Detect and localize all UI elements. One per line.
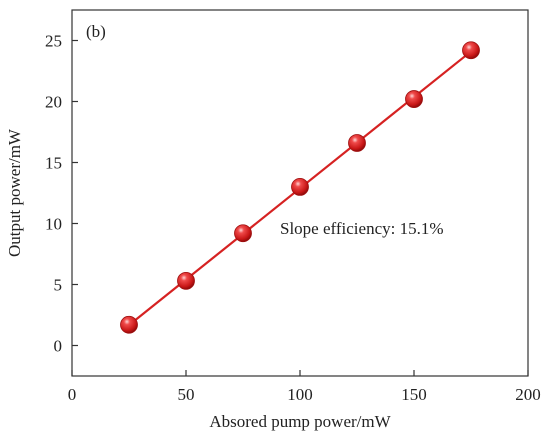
data-point [177,271,195,290]
x-tick-label: 150 [401,385,427,404]
y-tick-label: 25 [45,32,62,51]
data-points [120,41,480,334]
data-point [120,315,138,334]
x-tick-label: 50 [178,385,195,404]
x-axis-ticks: 0 50 100 150 200 [68,370,541,404]
y-tick-label: 5 [54,276,63,295]
y-tick-label: 20 [45,93,62,112]
y-axis-ticks: 0 5 10 15 20 25 [45,32,78,356]
y-axis-label: Output power/mW [5,128,24,257]
slope-annotation: Slope efficiency: 15.1% [280,219,444,238]
data-point [462,41,480,60]
data-point [405,90,423,108]
data-point [234,224,252,243]
data-point [291,177,309,196]
x-tick-label: 100 [287,385,313,404]
x-tick-label: 200 [515,385,541,404]
y-tick-label: 0 [54,337,63,356]
data-point [348,134,366,152]
panel-label: (b) [86,22,106,41]
x-tick-label: 0 [68,385,77,404]
x-axis-label: Absored pump power/mW [209,412,391,431]
y-tick-label: 10 [45,215,62,234]
y-tick-label: 15 [45,154,62,173]
